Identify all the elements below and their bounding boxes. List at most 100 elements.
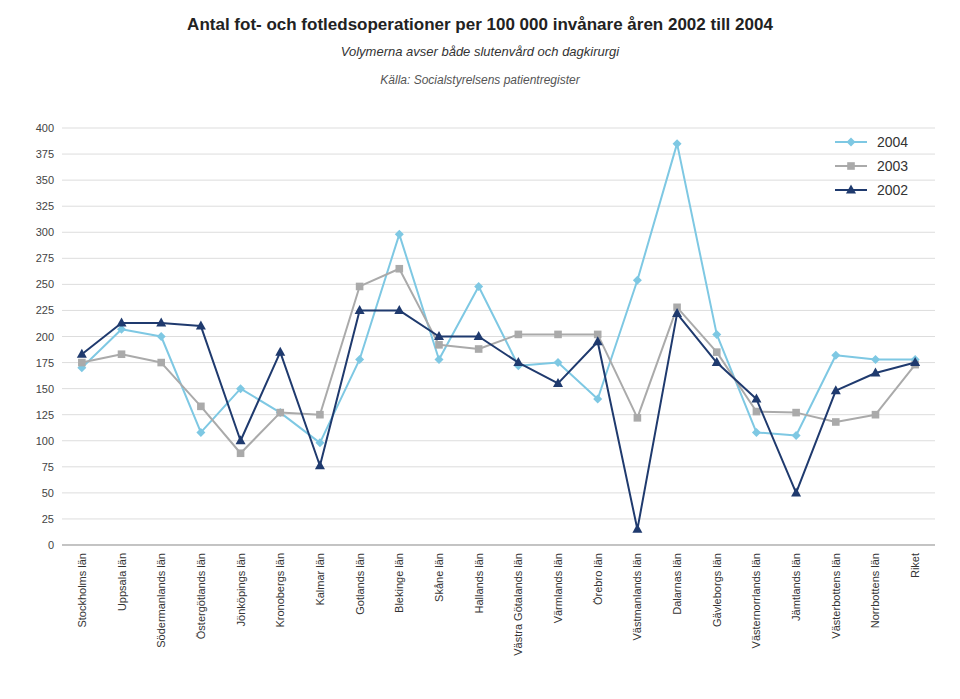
y-tick-label: 375 [36, 148, 54, 160]
point [553, 378, 563, 387]
grid-line [62, 440, 935, 441]
grid [62, 128, 935, 545]
y-tick-label: 400 [36, 122, 54, 134]
point [275, 347, 285, 356]
point [197, 403, 205, 411]
point [394, 305, 404, 314]
legend-marker [847, 138, 856, 147]
point [118, 350, 126, 358]
point [475, 345, 483, 353]
x-tick-label: Örebro län [592, 553, 604, 605]
y-tick-label: 50 [42, 487, 54, 499]
subtitle: Volymerna avser både slutenvård och dagk… [341, 44, 621, 59]
point [316, 411, 324, 419]
x-tick-label: Västerbottens län [830, 553, 842, 639]
point [633, 276, 642, 285]
point [593, 336, 603, 345]
point [237, 449, 245, 457]
y-tick-label: 275 [36, 252, 54, 264]
grid-line [62, 284, 935, 285]
point [315, 460, 325, 469]
point [751, 394, 761, 403]
source: Källa: Socialstyrelsens patientregister [380, 73, 580, 87]
x-tick-label: Norrbottens län [869, 553, 881, 628]
point [554, 358, 563, 367]
x-tick-label: Östergötlands län [195, 553, 207, 639]
y-tick-label: 250 [36, 278, 54, 290]
point [355, 355, 364, 364]
legend: 200420032002 [835, 134, 908, 198]
x-tick-label: Värmlands län [552, 553, 564, 623]
grid-line [62, 206, 935, 207]
point [832, 418, 840, 426]
legend-label: 2003 [877, 158, 908, 174]
series [77, 305, 920, 533]
point [196, 321, 206, 330]
x-tick-label: Jönköpings län [235, 553, 247, 626]
grid-line [62, 232, 935, 233]
point [791, 487, 801, 496]
point [434, 355, 443, 364]
point [910, 357, 920, 366]
grid-line [62, 466, 935, 467]
x-tick-label: Västmanlands län [631, 553, 643, 640]
point [157, 359, 165, 367]
chart: Antal fot- och fotledsoperationer per 10… [0, 0, 960, 699]
x-axis [62, 545, 935, 546]
grid-line [62, 336, 935, 337]
point [276, 408, 285, 417]
y-tick-label: 100 [36, 435, 54, 447]
point [474, 331, 484, 340]
x-tick-label: Västernorrlands län [750, 553, 762, 648]
y-tick-label: 125 [36, 409, 54, 421]
point [712, 330, 721, 339]
point [434, 331, 444, 340]
grid-line [62, 310, 935, 311]
point [713, 348, 721, 356]
point [870, 367, 880, 376]
point [78, 359, 86, 367]
x-tick-label: Gotlands län [354, 553, 366, 615]
legend-marker [847, 162, 855, 170]
point [712, 357, 722, 366]
point [831, 351, 840, 360]
y-tick-label: 300 [36, 226, 54, 238]
line [82, 269, 915, 454]
point [156, 317, 166, 326]
x-tick-label: Stockholms län [76, 553, 88, 628]
grid-line [62, 545, 935, 546]
x-tick-label: Blekinge län [393, 553, 405, 613]
point [673, 139, 682, 148]
grid-line [62, 492, 935, 493]
grid-line [62, 128, 935, 129]
point [157, 332, 166, 341]
point [672, 308, 682, 317]
point [792, 431, 801, 440]
point [196, 428, 205, 437]
point [634, 414, 642, 422]
y-tick-label: 175 [36, 357, 54, 369]
point [435, 341, 443, 349]
x-tick-label: Jämtlands län [790, 553, 802, 621]
y-tick-label: 25 [42, 513, 54, 525]
x-tick-label: Dalarnas län [671, 553, 683, 615]
title: Antal fot- och fotledsoperationer per 10… [187, 15, 773, 34]
x-tick-label: Hallands län [473, 553, 485, 614]
point [831, 385, 841, 394]
grid-line [62, 518, 935, 519]
point [117, 317, 127, 326]
point [632, 524, 642, 533]
x-tick-label: Kronobergs län [274, 553, 286, 628]
legend-label: 2002 [877, 182, 908, 198]
point [315, 438, 324, 447]
point [515, 331, 523, 339]
y-tick-label: 225 [36, 304, 54, 316]
point [236, 384, 245, 393]
y-tick-label: 200 [36, 331, 54, 343]
y-tick-label: 75 [42, 461, 54, 473]
point [792, 409, 800, 417]
point [513, 357, 523, 366]
y-tick-label: 150 [36, 383, 54, 395]
point [395, 265, 403, 273]
point [355, 305, 365, 314]
